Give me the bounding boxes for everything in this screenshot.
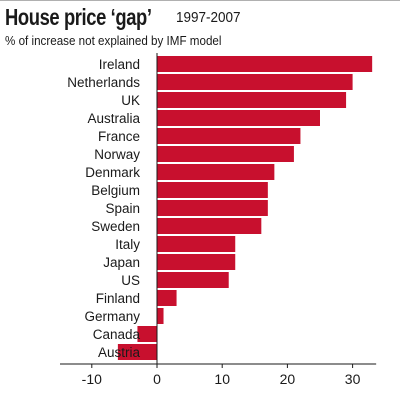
bar-australia [157, 110, 320, 126]
x-tick-label: 30 [345, 371, 361, 387]
bar-denmark [157, 164, 275, 180]
x-tick-labels: -10 0 10 20 30 [82, 371, 361, 387]
bar-austria [117, 344, 157, 360]
category-label: Canada [93, 327, 141, 342]
category-label: Japan [103, 255, 140, 270]
bar-spain [157, 200, 268, 216]
category-label: Spain [105, 201, 140, 216]
bar-uk [157, 92, 347, 108]
category-label: Norway [94, 147, 140, 162]
category-label: Sweden [91, 219, 140, 234]
bar-france [157, 128, 301, 144]
x-tick-label: 10 [214, 371, 230, 387]
x-tick-marks [91, 364, 354, 368]
category-label: UK [121, 93, 140, 108]
x-tick-label: 0 [153, 371, 161, 387]
bar-norway [157, 146, 294, 162]
bars-group [117, 56, 373, 360]
bar-ireland [157, 56, 373, 72]
category-label: Austria [98, 345, 141, 360]
category-label: Netherlands [67, 75, 140, 90]
x-tick-label: 20 [280, 371, 296, 387]
category-label: France [98, 129, 140, 144]
category-labels: Ireland Netherlands UK Australia France Norwa… [67, 57, 140, 360]
bar-germany [157, 308, 164, 324]
category-label: Finland [96, 291, 140, 306]
x-tick-label: -10 [82, 371, 102, 387]
bar-italy [157, 236, 236, 252]
chart-subtitle: % of increase not explained by IMF model [5, 34, 222, 48]
bar-sweden [157, 218, 262, 234]
category-label: Belgium [91, 183, 140, 198]
category-label: Australia [87, 111, 140, 126]
bar-netherlands [157, 74, 353, 90]
category-label: Italy [115, 237, 140, 252]
bar-finland [157, 290, 177, 306]
bar-japan [157, 254, 236, 270]
chart-subtitle-years: 1997-2007 [176, 9, 241, 26]
category-label: US [121, 273, 140, 288]
bar-us [157, 272, 229, 288]
category-label: Ireland [99, 57, 140, 72]
chart-title: House price ‘gap’ [5, 4, 152, 30]
top-rule [0, 0, 400, 1]
title-row: House price ‘gap’ [5, 4, 188, 31]
category-label: Germany [84, 309, 140, 324]
bar-belgium [157, 182, 268, 198]
bar-canada [137, 326, 157, 342]
category-label: Denmark [85, 165, 140, 180]
